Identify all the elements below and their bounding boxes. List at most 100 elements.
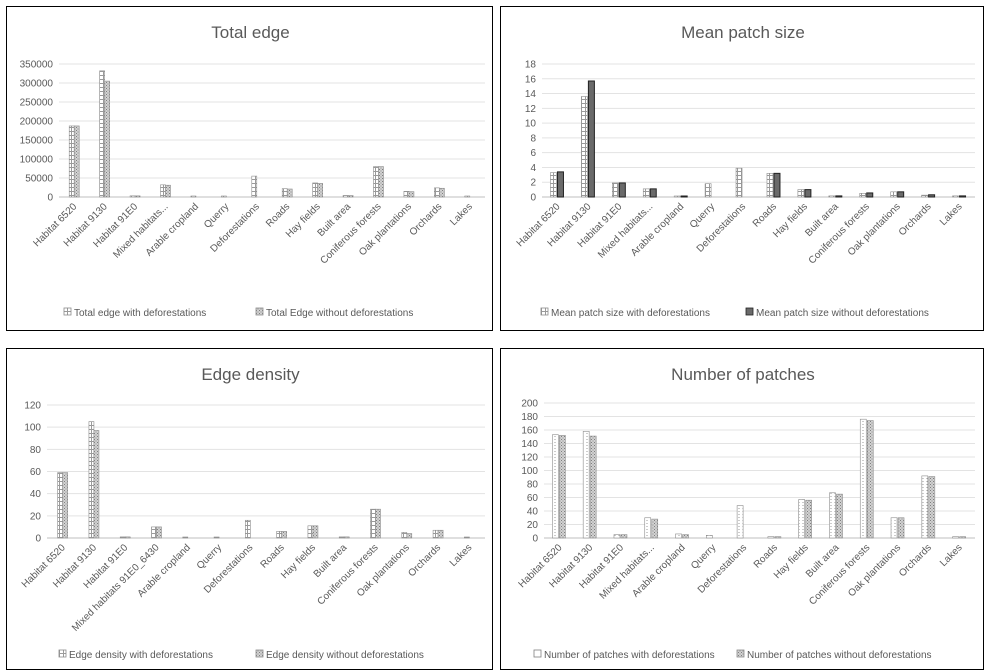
chart3-bar-without: [805, 499, 812, 539]
chart3-legend-label: Number of patches with deforestations: [544, 650, 715, 661]
chart0-bar-with: [68, 125, 75, 198]
chart3-ytick-label: 160: [521, 426, 538, 437]
chart1-bar-with: [550, 172, 557, 198]
chart2-xtick-label: Lakes: [448, 542, 475, 569]
chart3-title: Number of patches: [671, 365, 815, 384]
chart3-bar-with: [736, 505, 744, 539]
chart2-bar-with: [401, 532, 408, 539]
chart1-xtick-label: Roads: [751, 201, 779, 229]
chart0-title: Total edge: [211, 23, 289, 42]
chart3-bar-without: [897, 517, 905, 539]
number-of-patches-chart-svg: Number of patches 0 20 40 60 80 100 120 140 160 18…: [517, 365, 975, 661]
chart0-bar-with: [403, 191, 410, 198]
chart0-bar-with: [464, 195, 471, 198]
chart1-bar-with: [673, 195, 681, 198]
chart1-bar-without: [928, 194, 936, 198]
chart2-bar-with: [370, 508, 376, 539]
chart3-bar-with: [644, 517, 652, 539]
chart1-xtick-label: Arable cropland: [629, 201, 686, 258]
chart0-bar-without: [378, 166, 384, 198]
chart2-ytick-label: 40: [30, 489, 42, 500]
chart2-legend-swatch: [255, 649, 264, 658]
chart0-bar-without: [408, 191, 415, 198]
chart1-bar-with: [766, 173, 774, 198]
chart2-bar-with: [338, 536, 345, 539]
chart1-bar-without: [649, 188, 657, 198]
chart0-bar-with: [312, 182, 318, 198]
total-edge-chart: Total edge 0 50000 100000 150000 200000 250000…: [6, 6, 493, 331]
chart1-bar-without: [897, 191, 905, 198]
chart0-bar-without: [73, 125, 80, 198]
chart3-ytick-label: 20: [527, 520, 539, 531]
chart0-xtick-label: Arable cropland: [144, 201, 201, 258]
total-edge-chart-svg: Total edge 0 50000 100000 150000 200000 250000…: [20, 23, 485, 319]
chart1-bar-with: [704, 183, 712, 198]
chart2-legend-label: Edge density without deforestations: [266, 650, 424, 661]
chart1-legend-label: Mean patch size with deforestations: [551, 308, 710, 319]
chart3-bar-without: [774, 536, 782, 539]
chart1-title: Mean patch size: [681, 23, 805, 42]
chart0-bar-without: [317, 183, 323, 198]
chart3-bar-without: [651, 518, 659, 539]
chart1-bar-with: [952, 195, 959, 198]
chart0-bar-with: [221, 195, 227, 198]
chart3-bar-with: [706, 535, 713, 539]
chart2-bar-with: [432, 529, 439, 539]
chart3-bar-without: [559, 435, 566, 539]
chart0-bar-with: [373, 166, 379, 198]
chart2-bar-without: [312, 525, 319, 539]
chart3-bar-with: [859, 418, 867, 539]
chart0-bar-without: [165, 184, 171, 198]
chart1-xtick-label: Querry: [688, 201, 717, 230]
chart2-xtick-label: Orchards: [406, 542, 443, 579]
chart3-legend-swatch: [736, 649, 745, 658]
chart1-bar-with: [735, 167, 743, 198]
chart3-xtick-label: Arable cropland: [630, 542, 687, 599]
chart3-bar-with: [952, 536, 959, 539]
chart3-bar-with: [829, 492, 836, 539]
chart0-xtick-label: Roads: [264, 201, 292, 229]
chart3-ytick-label: 180: [521, 412, 538, 423]
chart1-bar-without: [556, 171, 564, 198]
chart2-bar-with: [119, 536, 126, 539]
chart0-ytick-label: 350000: [20, 60, 54, 71]
chart0-bar-with: [342, 195, 349, 198]
chart3-ytick-label: 120: [521, 453, 538, 464]
chart3-xtick-label: Mixed habitats...: [598, 542, 657, 601]
chart3-bar-without: [866, 420, 874, 539]
chart2-title: Edge density: [201, 365, 300, 384]
chart3-bar-with: [613, 534, 621, 539]
chart2-bar-without: [156, 526, 162, 539]
chart0-bar-with: [129, 195, 136, 198]
chart1-bar-without: [959, 195, 967, 198]
chart3-legend-label: Number of patches without deforestations: [747, 650, 932, 661]
chart3-ytick-label: 80: [527, 480, 539, 491]
chart1-ytick-label: 4: [530, 163, 536, 174]
chart3-ytick-label: 200: [521, 399, 538, 410]
chart2-ytick-label: 100: [24, 423, 41, 434]
chart2-ytick-label: 80: [30, 445, 42, 456]
chart3-ytick-label: 100: [521, 466, 538, 477]
chart1-ytick-label: 6: [530, 148, 536, 159]
chart2-bar-without: [437, 529, 444, 539]
chart1-bar-with: [612, 182, 619, 198]
chart2-bar-with: [464, 536, 470, 539]
chart3-bar-without: [589, 435, 597, 539]
chart2-bar-with: [276, 531, 282, 539]
chart3-bar-without: [682, 534, 689, 539]
chart2-bar-with: [182, 536, 189, 539]
chart0-legend-swatch: [255, 307, 264, 316]
chart0-bar-with: [434, 187, 440, 198]
chart1-bar-with: [581, 96, 588, 198]
chart2-legend-swatch: [58, 649, 67, 658]
chart2-bar-without: [375, 508, 381, 539]
chart1-bar-without: [618, 182, 626, 198]
chart0-bar-without: [286, 188, 293, 198]
chart2-bar-without: [343, 536, 350, 539]
chart2-bar-without: [406, 533, 413, 539]
chart3-xtick-label: Orchards: [897, 542, 934, 579]
chart0-bar-without: [347, 195, 354, 198]
chart3-bar-with: [921, 475, 929, 539]
chart2-bar-with: [88, 421, 95, 539]
chart2-bar-with: [307, 525, 314, 539]
